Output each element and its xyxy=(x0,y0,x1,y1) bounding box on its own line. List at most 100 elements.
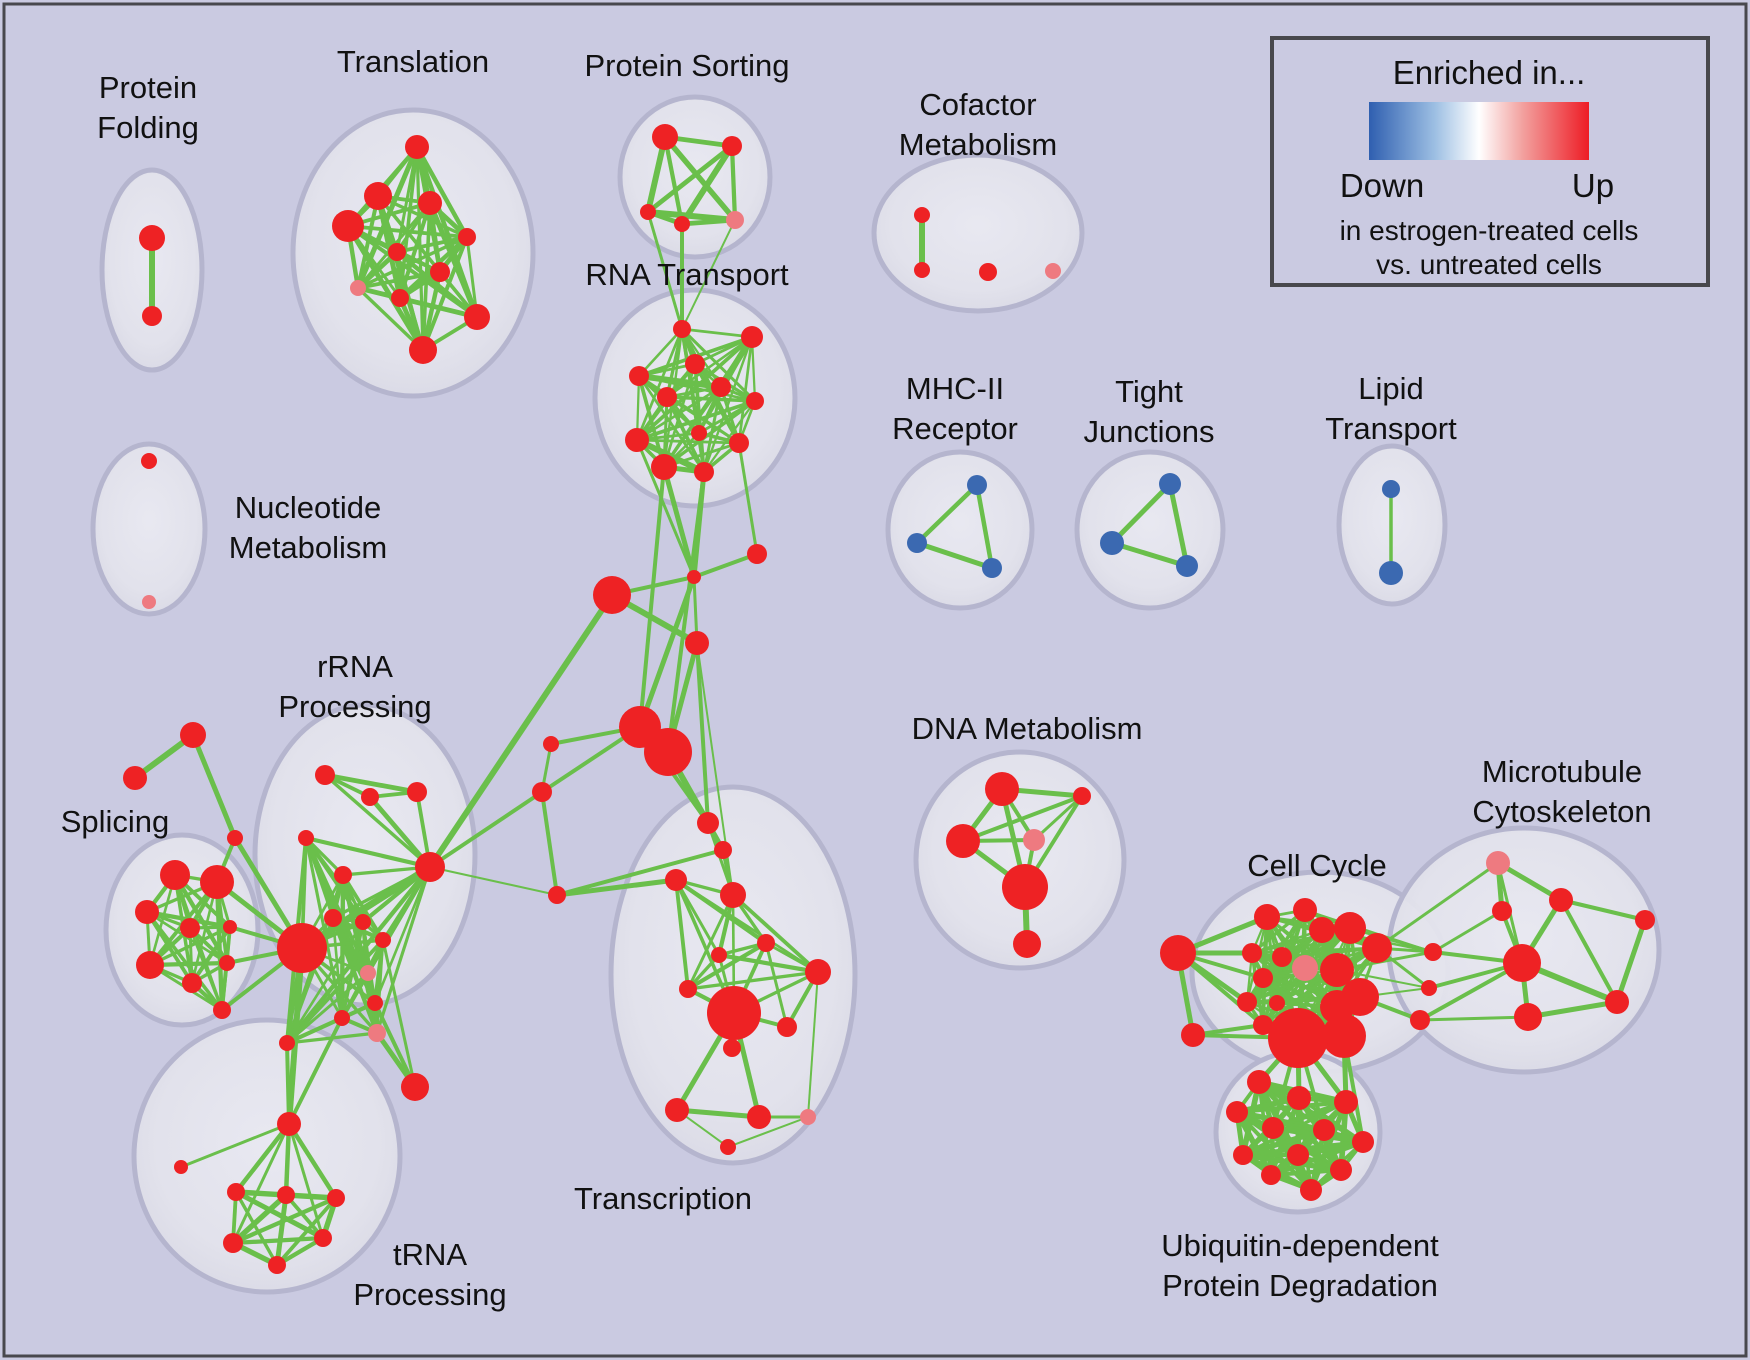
legend-down-label: Down xyxy=(1340,167,1424,204)
network-edge xyxy=(636,438,740,445)
node-rt8 xyxy=(691,425,707,441)
network-edge xyxy=(540,791,559,896)
node-lc2 xyxy=(532,782,552,802)
network-edge xyxy=(1304,909,1434,953)
node-cc10 xyxy=(1320,953,1354,987)
node-ub5 xyxy=(1262,1117,1284,1139)
node-lt2 xyxy=(1379,561,1403,585)
network-edge xyxy=(145,910,224,1012)
network-edge xyxy=(686,894,735,990)
cluster-lipid-transport-label: Lipid xyxy=(1358,371,1424,406)
network-edge xyxy=(681,219,736,330)
node-pf1 xyxy=(139,225,165,251)
network-edge xyxy=(666,395,756,403)
node-tl7 xyxy=(430,262,450,282)
node-mt2 xyxy=(1549,888,1573,912)
node-rr10 xyxy=(360,965,376,981)
network-edge xyxy=(190,734,238,839)
network-edge xyxy=(662,136,685,225)
node-sp5 xyxy=(223,920,237,934)
node-ct2 xyxy=(687,570,701,584)
network-edge xyxy=(415,145,469,239)
network-edge xyxy=(323,773,432,869)
cluster-protein-sorting-label: Protein Sorting xyxy=(584,48,789,83)
node-ct3 xyxy=(593,576,631,614)
node-cc21 xyxy=(1421,980,1437,996)
node-lc1 xyxy=(543,736,559,752)
node-cc16 xyxy=(1253,1015,1273,1035)
network-edge xyxy=(1559,899,1619,1003)
network-edge xyxy=(974,484,995,569)
node-tr3 xyxy=(327,1189,345,1207)
network-edge xyxy=(324,772,418,795)
network-edge xyxy=(330,917,380,1034)
node-cc1 xyxy=(1160,935,1196,971)
node-mt7 xyxy=(1635,910,1655,930)
network-edge xyxy=(300,864,432,951)
network-edge xyxy=(1376,861,1499,950)
network-edge xyxy=(646,211,684,330)
network-edge xyxy=(148,874,177,966)
network-edge xyxy=(180,1122,290,1169)
network-edge xyxy=(340,971,370,1020)
network-edge xyxy=(285,938,385,1045)
cluster-tight-junctions-label: Tight xyxy=(1115,374,1183,409)
node-tc2 xyxy=(714,841,732,859)
network-edge xyxy=(916,540,993,571)
node-sp8 xyxy=(219,955,235,971)
node-tr1 xyxy=(227,1183,245,1201)
node-sp9 xyxy=(213,1001,231,1019)
node-rr16 xyxy=(401,1073,429,1101)
network-edge xyxy=(427,593,615,869)
node-ps5 xyxy=(726,211,744,229)
network-edge xyxy=(962,794,1083,843)
network-edge xyxy=(287,1123,325,1239)
network-edge xyxy=(681,327,753,339)
node-tl6 xyxy=(388,243,406,261)
node-tr4 xyxy=(223,1233,243,1253)
node-cc4 xyxy=(1309,917,1335,943)
network-edge xyxy=(737,336,754,444)
cluster-transcription-label: Transcription xyxy=(574,1181,752,1216)
network-edge xyxy=(638,328,683,377)
node-mt4 xyxy=(1503,944,1541,982)
node-st3 xyxy=(227,830,243,846)
node-dm5 xyxy=(1002,864,1048,910)
cluster-trna-processing-label: Processing xyxy=(353,1277,506,1312)
network-edge xyxy=(368,795,432,869)
node-trhub xyxy=(277,1112,301,1136)
node-ub11 xyxy=(1261,1165,1281,1185)
network-edge xyxy=(638,373,722,390)
node-rr14 xyxy=(368,1024,386,1042)
node-mh3 xyxy=(982,558,1002,578)
cluster-protein-folding-label: Folding xyxy=(97,110,199,145)
node-cc11 xyxy=(1253,968,1273,988)
cluster-nucleotide-metabolism-ellipse xyxy=(90,441,208,617)
network-edge xyxy=(149,925,231,967)
node-tc11 xyxy=(665,1098,689,1122)
network-edge xyxy=(727,1116,809,1148)
node-dm4 xyxy=(1023,829,1045,851)
node-tc14 xyxy=(720,1139,736,1155)
node-ub8 xyxy=(1233,1145,1253,1165)
node-st2 xyxy=(123,766,147,790)
node-tc13 xyxy=(800,1109,816,1125)
network-edge xyxy=(286,947,305,1125)
network-edge xyxy=(647,209,736,223)
cluster-trna-processing-label: tRNA xyxy=(393,1237,467,1272)
node-rr3 xyxy=(407,782,427,802)
network-edge xyxy=(465,236,479,318)
node-nm2 xyxy=(142,595,156,609)
network-edge xyxy=(695,642,710,824)
node-cc22 xyxy=(1410,1010,1430,1030)
node-tl3 xyxy=(418,191,442,215)
node-rr5 xyxy=(334,866,352,884)
node-rt1 xyxy=(673,320,691,338)
node-tc12 xyxy=(747,1105,771,1129)
node-tc10 xyxy=(723,1039,741,1057)
node-cf3 xyxy=(979,263,997,281)
node-cc13 xyxy=(1269,995,1285,1011)
network-edge xyxy=(666,471,706,753)
network-edge xyxy=(1281,946,1378,959)
